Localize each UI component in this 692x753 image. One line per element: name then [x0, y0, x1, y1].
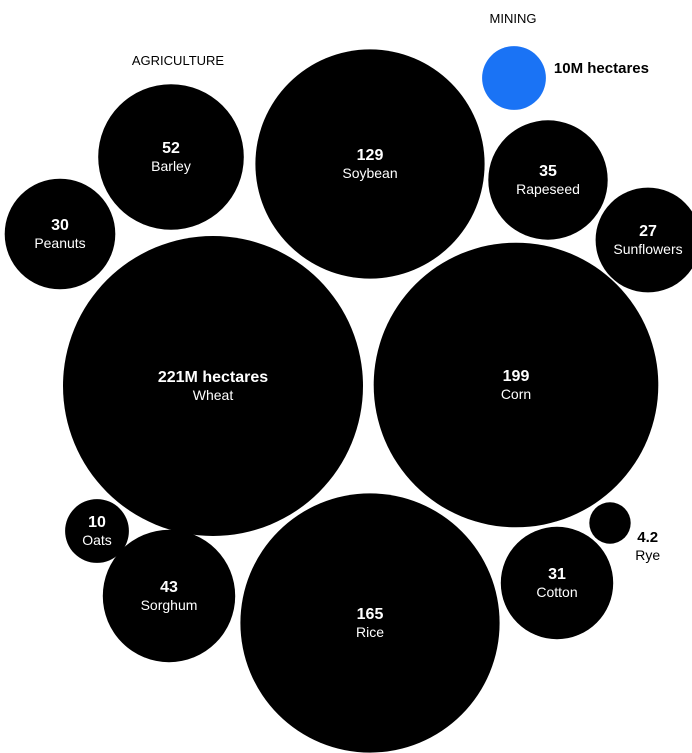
bubble-corn — [373, 242, 659, 528]
bubble-value-sorghum: 43 — [160, 579, 178, 596]
mining-label: MINING — [490, 11, 537, 26]
bubble-cotton — [500, 526, 614, 640]
bubble-rice — [240, 493, 500, 753]
bubble-value-rapeseed: 35 — [539, 163, 557, 180]
bubble-value-barley: 52 — [162, 140, 180, 157]
bubble-peanuts — [4, 178, 116, 290]
bubble-value-rye: 4.2 — [637, 529, 658, 546]
bubble-oats — [65, 499, 129, 563]
bubble-name-peanuts: Peanuts — [34, 235, 85, 251]
bubble-sorghum — [102, 529, 236, 663]
bubble-value-soybean: 129 — [357, 147, 384, 164]
bubble-name-cotton: Cotton — [536, 584, 577, 600]
bubble-value-cotton: 31 — [548, 566, 566, 583]
bubble-name-rapeseed: Rapeseed — [516, 181, 580, 197]
bubble-barley — [98, 84, 244, 230]
bubble-rapeseed — [488, 120, 608, 240]
bubble-name-rice: Rice — [356, 624, 384, 640]
bubble-name-wheat: Wheat — [193, 387, 234, 403]
bubble-value-mining: 10M hectares — [554, 60, 649, 77]
bubble-value-oats: 10 — [88, 514, 106, 531]
bubble-name-sorghum: Sorghum — [141, 597, 198, 613]
bubble-value-rice: 165 — [357, 606, 384, 623]
bubble-name-barley: Barley — [151, 158, 191, 174]
bubble-value-peanuts: 30 — [51, 217, 69, 234]
bubble-mining — [482, 46, 546, 110]
bubble-soybean — [255, 49, 485, 279]
bubble-name-oats: Oats — [82, 532, 112, 548]
bubble-name-corn: Corn — [501, 386, 531, 402]
agriculture-label: AGRICULTURE — [132, 53, 225, 68]
bubble-sunflowers — [595, 187, 692, 293]
bubble-value-corn: 199 — [503, 368, 530, 385]
bubble-value-wheat: 221M hectares — [158, 369, 268, 386]
bubble-rye — [589, 502, 631, 544]
bubble-name-rye: Rye — [635, 547, 660, 563]
bubble-wheat — [63, 236, 363, 536]
bubble-name-soybean: Soybean — [342, 165, 397, 181]
bubble-name-sunflowers: Sunflowers — [613, 241, 682, 257]
bubble-value-sunflowers: 27 — [639, 223, 657, 240]
